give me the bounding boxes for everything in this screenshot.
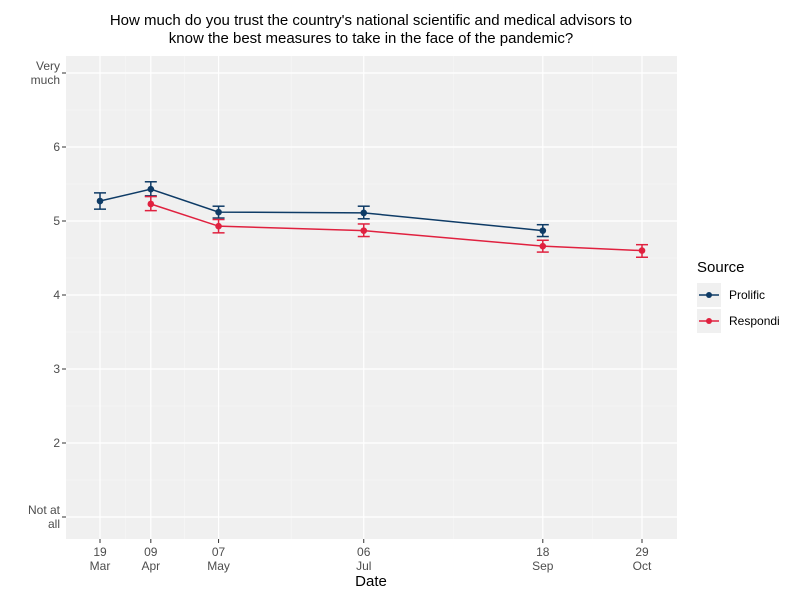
data-point-prolific [96, 197, 104, 205]
x-tick-label-month: Mar [90, 559, 111, 573]
chart-title-line-2: know the best measures to take in the fa… [169, 30, 573, 47]
y-tick-label-line: Very [36, 59, 60, 73]
y-tick-label: 2 [53, 436, 60, 450]
y-tick-label: 3 [53, 362, 60, 376]
y-tick-label: 6 [53, 140, 60, 154]
y-tick-label: Not at all [28, 503, 61, 531]
data-point-prolific [215, 208, 222, 216]
series-layer [94, 181, 648, 259]
data-point-respondi [147, 200, 155, 208]
x-tick-label-day: 18 [536, 545, 550, 559]
data-point-respondi [215, 222, 222, 230]
y-tick-label: Very much [31, 59, 60, 87]
data-point-prolific [360, 209, 368, 217]
y-tick-label-line: much [31, 73, 60, 87]
x-tick-label-day: 07 [212, 545, 226, 559]
chart-title-line-1: How much do you trust the country's nati… [110, 12, 632, 29]
series-respondi [144, 195, 648, 259]
data-point-prolific [539, 227, 547, 234]
data-point-respondi [638, 247, 646, 254]
x-tick-label-day: 29 [635, 545, 649, 559]
x-tick-label-month: Oct [633, 559, 652, 573]
x-tick-label-month: Apr [141, 559, 160, 573]
x-tick-label-day: 09 [144, 545, 158, 559]
y-axis: Not at all 2 3 4 5 6 Very much [28, 59, 66, 531]
y-tick-label-line: all [48, 517, 60, 531]
y-tick-label: 5 [53, 214, 60, 228]
legend-title: Source [697, 259, 745, 276]
y-tick-label-line: 2 [53, 436, 60, 450]
y-tick-label-line: 4 [53, 288, 60, 302]
legend-key-point-respondi [706, 318, 712, 324]
y-tick-label-line: 6 [53, 140, 60, 154]
x-tick-label-month: May [207, 559, 230, 573]
data-point-prolific [147, 185, 155, 193]
y-tick-label-line: 5 [53, 214, 60, 228]
x-tick-label-month: Jul [356, 559, 371, 573]
x-tick-label-day: 19 [93, 545, 107, 559]
x-tick-label-month: Sep [532, 559, 554, 573]
x-tick-label-day: 06 [357, 545, 371, 559]
y-tick-label: 4 [53, 288, 60, 302]
minor-gridlines [66, 56, 677, 539]
y-tick-label-line: 3 [53, 362, 60, 376]
x-axis-title: Date [355, 573, 387, 590]
data-point-respondi [539, 242, 547, 250]
legend: Source Prolific Respondi [697, 259, 780, 333]
data-point-respondi [360, 227, 368, 234]
y-tick-label-line: Not at [28, 503, 61, 517]
legend-label-prolific: Prolific [729, 288, 765, 302]
plot-panel [66, 56, 677, 539]
legend-label-respondi: Respondi [729, 314, 780, 328]
legend-key-point-prolific [706, 292, 712, 298]
major-gridlines [66, 56, 677, 539]
